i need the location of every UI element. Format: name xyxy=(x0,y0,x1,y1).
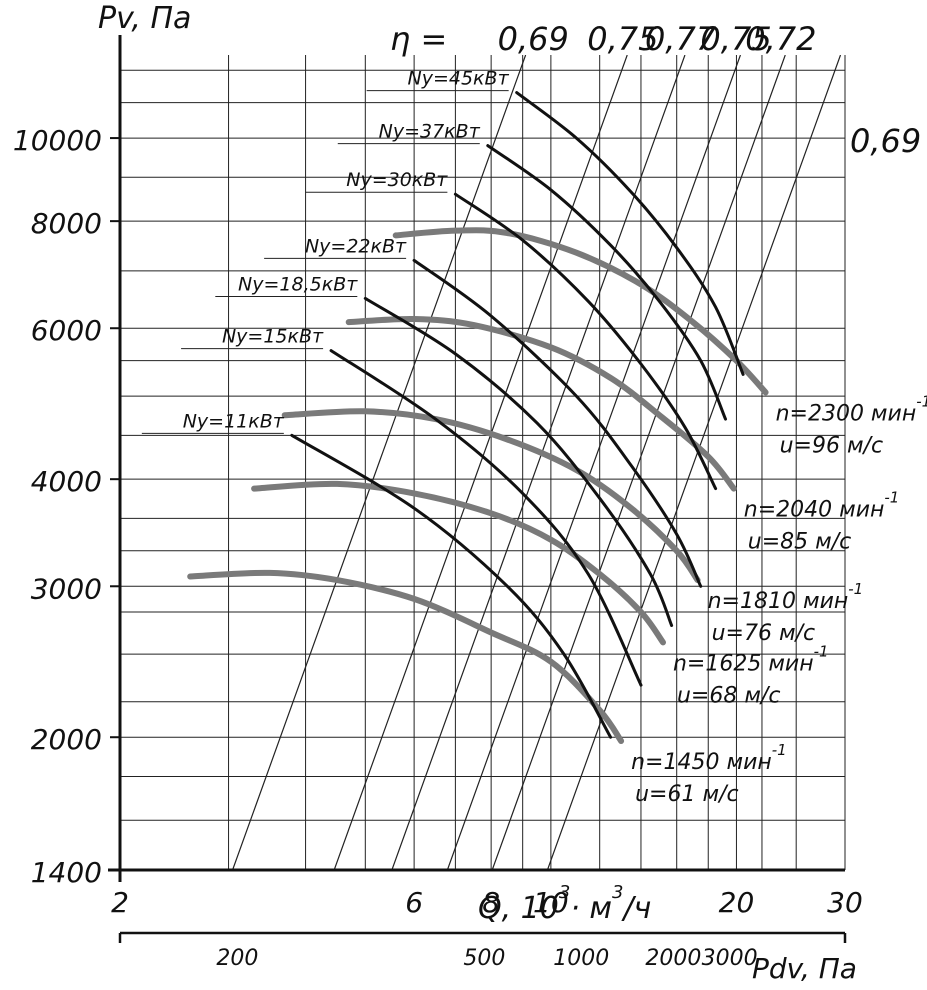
power-curve xyxy=(290,433,613,739)
efficiency-line xyxy=(446,55,741,870)
efficiency-label: 0,69 xyxy=(498,20,569,58)
efficiency-label: 0,75 xyxy=(700,20,771,58)
efficiency-line xyxy=(491,55,786,870)
y-tick-label: 1400 xyxy=(31,856,102,889)
power-curve-label: Ny=45кВт xyxy=(408,68,510,90)
power-curve xyxy=(363,296,674,627)
efficiency-label: 0,75 xyxy=(587,20,658,58)
y-tick-label: 3000 xyxy=(31,572,102,605)
y-tick-label: 4000 xyxy=(31,465,102,498)
speed-curve-velocity: u=68 м/с xyxy=(677,683,780,708)
x-axis-label: Q, 103· м3/ч xyxy=(478,882,651,926)
speed-curve xyxy=(345,315,737,492)
speed-curve xyxy=(251,480,666,646)
speed-curve-label-sup: -1 xyxy=(884,489,899,507)
speed-curve-velocity: u=76 м/с xyxy=(712,621,815,646)
power-curve xyxy=(329,349,643,687)
efficiency-line xyxy=(333,55,628,870)
x-tick-label: 10 xyxy=(533,886,569,919)
x-axis-label-end: /ч xyxy=(620,891,651,926)
power-curve-label: Ny=22кВт xyxy=(305,235,407,257)
power-curve-label: Ny=15кВт xyxy=(222,326,324,348)
speed-curve-velocity: u=61 м/с xyxy=(635,782,738,807)
speed-curve-label: n=2300 мин-1 xyxy=(776,392,927,426)
x-tick-label: 6 xyxy=(405,886,423,919)
power-curve xyxy=(453,192,718,491)
x-axis-label-exp: 3 xyxy=(559,882,570,903)
speed-curve-velocity: u=96 м/с xyxy=(780,433,883,458)
eta-label: η = xyxy=(390,20,447,58)
pdv-tick-label: 500 xyxy=(463,946,505,971)
power-curve-label: Ny=30кВт xyxy=(346,169,448,191)
power-curve xyxy=(412,258,703,588)
x-tick-label: 30 xyxy=(827,886,863,919)
speed-curve xyxy=(392,227,769,396)
power-curve-label: Ny=18,5кВт xyxy=(238,273,358,295)
x-tick-label: 2 xyxy=(111,886,129,919)
pdv-tick-label: 1000 xyxy=(553,946,609,971)
pdv-tick-label: 3000 xyxy=(702,946,758,971)
y-axis-label: Pv, Па xyxy=(98,1,191,36)
speed-curve-label-sup: -1 xyxy=(772,741,787,759)
pdv-axis-label: Pdv, Па xyxy=(752,952,857,985)
speed-curve xyxy=(281,408,701,584)
efficiency-line xyxy=(546,55,842,870)
y-tick-label: 10000 xyxy=(13,124,102,157)
speed-curve xyxy=(187,569,625,744)
speed-curve-label: n=1450 мин-1 xyxy=(631,741,787,775)
efficiency-label: 0,77 xyxy=(645,20,717,58)
chart-labels: 0,69 0,750,770,750,720,69n=1450 мин-1u=61… xyxy=(13,20,927,971)
speed-curve-velocity: u=85 м/с xyxy=(748,530,851,555)
power-curve xyxy=(486,144,727,421)
efficiency-label: 0,69 xyxy=(850,122,921,160)
speed-curve-label: n=1810 мин-1 xyxy=(708,580,864,614)
y-tick-label: 2000 xyxy=(31,723,102,756)
grid xyxy=(119,55,846,871)
speed-curve-label-sup: -1 xyxy=(814,642,829,660)
efficiency-label: 0,72 xyxy=(745,20,816,58)
speed-curve-label: n=1625 мин-1 xyxy=(673,642,829,676)
x-tick-label: 20 xyxy=(719,886,755,919)
power-curve xyxy=(515,91,745,376)
x-axis-label-mid: · м xyxy=(570,891,612,926)
pdv-tick-label: 2000 xyxy=(645,946,701,971)
power-curve-label: Ny=11кВт xyxy=(183,410,285,432)
efficiency-line xyxy=(232,55,527,870)
power-curves xyxy=(290,91,745,739)
y-tick-label: 6000 xyxy=(31,314,102,347)
x-tick-label: 8 xyxy=(482,886,500,919)
y-tick-label: 8000 xyxy=(31,207,102,240)
efficiency-line xyxy=(391,55,686,870)
speed-curve-label-sup: -1 xyxy=(916,392,927,410)
speed-curve-label-sup: -1 xyxy=(848,580,863,598)
efficiency-lines xyxy=(232,55,842,870)
speed-curve-label: n=2040 мин-1 xyxy=(744,489,900,523)
plot-frame xyxy=(108,35,847,943)
power-curve-label: Ny=37кВт xyxy=(379,121,481,143)
x-axis-label-exp2: 3 xyxy=(612,882,623,903)
x-axis-label-q: Q, 10 xyxy=(478,891,559,926)
pdv-tick-label: 200 xyxy=(216,946,258,971)
